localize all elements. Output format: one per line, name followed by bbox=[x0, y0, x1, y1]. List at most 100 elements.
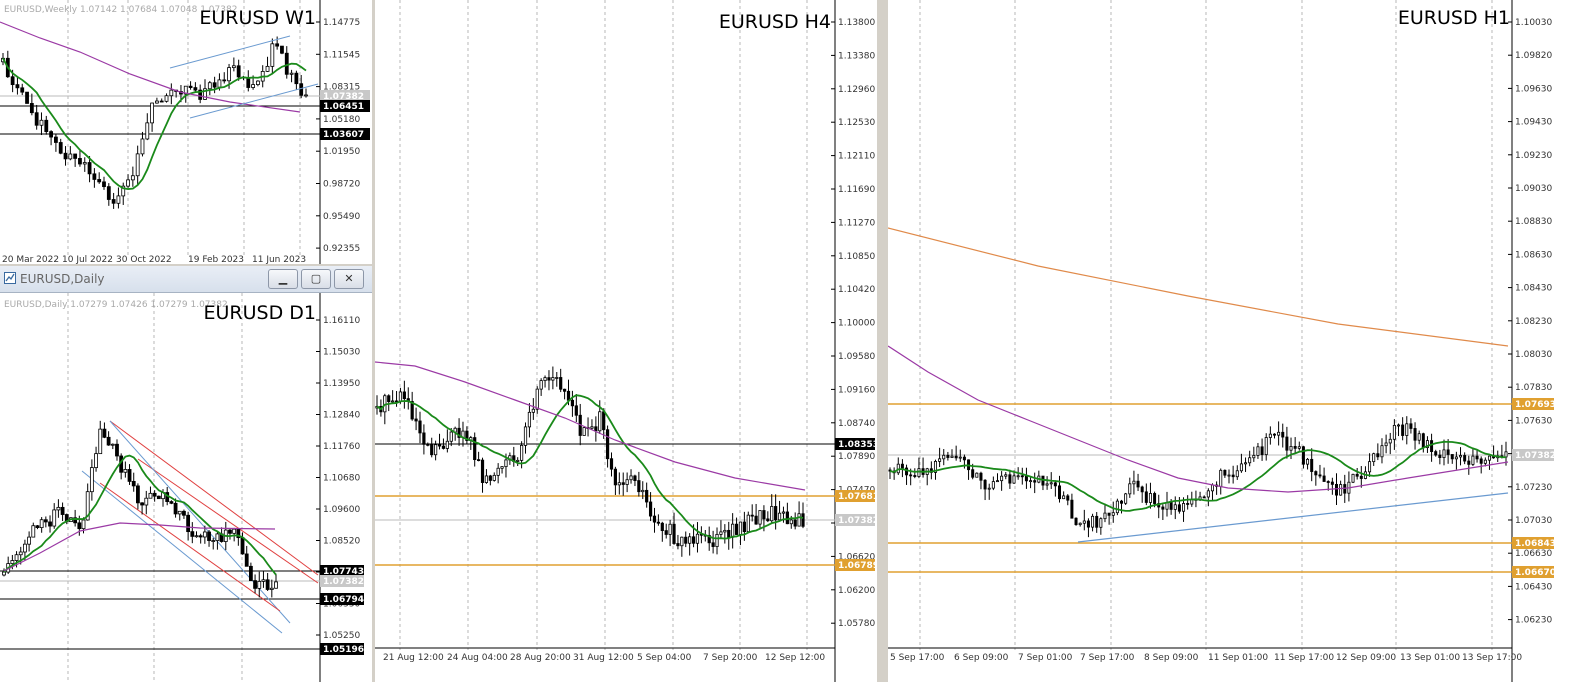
candle-up bbox=[265, 65, 270, 72]
axis-tick-label: 1.08520 bbox=[323, 537, 360, 547]
chart-h1[interactable]: EURUSD H1 1.10030 1.09820 1.09630 1.09430 1.… bbox=[888, 0, 1582, 682]
candle-down bbox=[566, 390, 571, 401]
candle-up bbox=[10, 560, 15, 565]
candle-down bbox=[711, 542, 715, 547]
axis-tick-label: 1.09630 bbox=[1515, 84, 1552, 94]
candle-up bbox=[1173, 504, 1177, 510]
axis-tick-label: 1.07030 bbox=[1515, 516, 1552, 526]
chart-h4-canvas[interactable]: EURUSD H4 1.138001.133801.129601.125301.… bbox=[375, 0, 877, 682]
candle-down bbox=[87, 162, 92, 175]
chart-w1[interactable]: EURUSD,Weekly 1.07142 1.07684 1.07048 1.… bbox=[0, 0, 372, 264]
candle-up bbox=[1091, 515, 1095, 528]
candle-down bbox=[621, 482, 625, 485]
candle-up bbox=[975, 472, 979, 478]
candle-up bbox=[531, 408, 535, 413]
candle-down bbox=[1413, 428, 1417, 441]
axis-tick-label: 1.15030 bbox=[323, 348, 360, 358]
chart-h1-canvas[interactable]: EURUSD H1 1.100301.098201.096301.094301.… bbox=[888, 0, 1582, 682]
axis-tick-label: 1.01950 bbox=[323, 147, 360, 157]
candle-up bbox=[27, 536, 32, 545]
chart-d1[interactable]: EURUSD,Daily 1.07279 1.07426 1.07279 1.0… bbox=[0, 293, 372, 682]
candle-up bbox=[789, 519, 793, 525]
candle-up bbox=[1124, 493, 1128, 504]
candle-down bbox=[656, 521, 660, 524]
axis-tick-label: 0.98720 bbox=[323, 180, 360, 190]
candle-up bbox=[484, 475, 489, 483]
date-tick-label: 8 Sep 09:00 bbox=[1144, 653, 1199, 663]
candle-down bbox=[198, 89, 203, 100]
candle-up bbox=[1248, 457, 1252, 464]
candle-up bbox=[551, 377, 555, 381]
candle-down bbox=[246, 77, 251, 88]
candle-down bbox=[430, 444, 434, 456]
candle-down bbox=[1330, 481, 1334, 485]
date-tick-label: 11 Jun 2023 bbox=[252, 255, 306, 264]
candle-up bbox=[39, 119, 44, 126]
chart-h4[interactable]: EURUSD H4 1.13800 1.13380 1.12960 1.12530 1.… bbox=[375, 0, 877, 682]
candle-up bbox=[1045, 483, 1049, 486]
date-tick-label: 28 Aug 20:00 bbox=[510, 653, 571, 663]
d1-titlebar[interactable]: EURUSD,Daily ▁ ▢ ✕ bbox=[0, 266, 372, 293]
candle-up bbox=[1339, 484, 1343, 496]
axis-tick-label: 1.12840 bbox=[323, 411, 360, 421]
candle-down bbox=[29, 103, 34, 114]
candle-up bbox=[82, 162, 87, 165]
candle-up bbox=[169, 89, 174, 97]
axis-tick-label: 1.12960 bbox=[838, 85, 875, 95]
candle-up bbox=[746, 514, 750, 533]
axis-tick-label: 1.09580 bbox=[838, 352, 875, 362]
axis-tick-label: 1.12110 bbox=[838, 152, 875, 162]
close-button[interactable]: ✕ bbox=[334, 269, 364, 289]
candle-down bbox=[457, 427, 461, 438]
candle-down bbox=[1438, 454, 1442, 459]
candle-down bbox=[43, 519, 48, 523]
candle-up bbox=[991, 481, 995, 489]
chart-w1-canvas[interactable]: EURUSD,Weekly 1.07142 1.07684 1.07048 1.… bbox=[0, 0, 372, 264]
candle-up bbox=[1297, 446, 1301, 449]
candle-down bbox=[1177, 504, 1181, 512]
candle-down bbox=[1066, 495, 1070, 501]
candle-down bbox=[207, 531, 211, 541]
candle-down bbox=[1463, 455, 1467, 462]
candle-up bbox=[23, 543, 27, 553]
ma-fast bbox=[2, 57, 307, 190]
candle-down bbox=[1326, 481, 1330, 483]
candle-down bbox=[1446, 449, 1450, 455]
candle-down bbox=[946, 454, 950, 458]
candle-down bbox=[387, 395, 391, 402]
chart-d1-canvas[interactable]: EURUSD,Daily 1.07279 1.07426 1.07279 1.0… bbox=[0, 293, 372, 682]
candle-down bbox=[1186, 503, 1190, 505]
axis-tick-label: 1.11760 bbox=[323, 442, 360, 452]
candle-down bbox=[785, 511, 789, 525]
price-tag-level bbox=[320, 100, 370, 112]
candle-up bbox=[227, 67, 231, 82]
maximize-button[interactable]: ▢ bbox=[301, 269, 331, 289]
axis-tick-label: 1.09820 bbox=[1515, 51, 1552, 61]
candle-down bbox=[188, 85, 193, 88]
candle-down bbox=[253, 580, 257, 589]
candle-down bbox=[1281, 431, 1285, 438]
candle-down bbox=[78, 158, 82, 165]
price-tag-orange bbox=[835, 490, 875, 502]
candle-down bbox=[228, 529, 232, 534]
chart-label: EURUSD H4 bbox=[719, 11, 831, 33]
candle-down bbox=[1033, 480, 1037, 483]
candle-up bbox=[1351, 473, 1355, 483]
candle-up bbox=[1368, 461, 1372, 473]
price-plot bbox=[888, 227, 1512, 573]
candle-down bbox=[240, 537, 245, 555]
candle-up bbox=[89, 467, 94, 493]
date-tick-label: 7 Sep 17:00 bbox=[1080, 653, 1135, 663]
candle-down bbox=[962, 456, 966, 461]
candle-down bbox=[1153, 493, 1157, 504]
candle-down bbox=[222, 79, 227, 82]
axis-tick-label: 1.06430 bbox=[1515, 582, 1552, 592]
candle-up bbox=[304, 94, 308, 97]
candle-down bbox=[402, 391, 406, 400]
price-tag-level bbox=[320, 565, 364, 577]
candle-down bbox=[73, 153, 78, 159]
candle-down bbox=[131, 480, 136, 487]
candle-up bbox=[492, 474, 496, 481]
minimize-button[interactable]: ▁ bbox=[268, 269, 298, 289]
candle-up bbox=[1442, 449, 1446, 459]
